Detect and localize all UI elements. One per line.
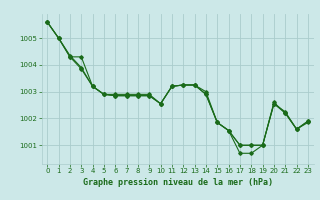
X-axis label: Graphe pression niveau de la mer (hPa): Graphe pression niveau de la mer (hPa) xyxy=(83,178,273,187)
